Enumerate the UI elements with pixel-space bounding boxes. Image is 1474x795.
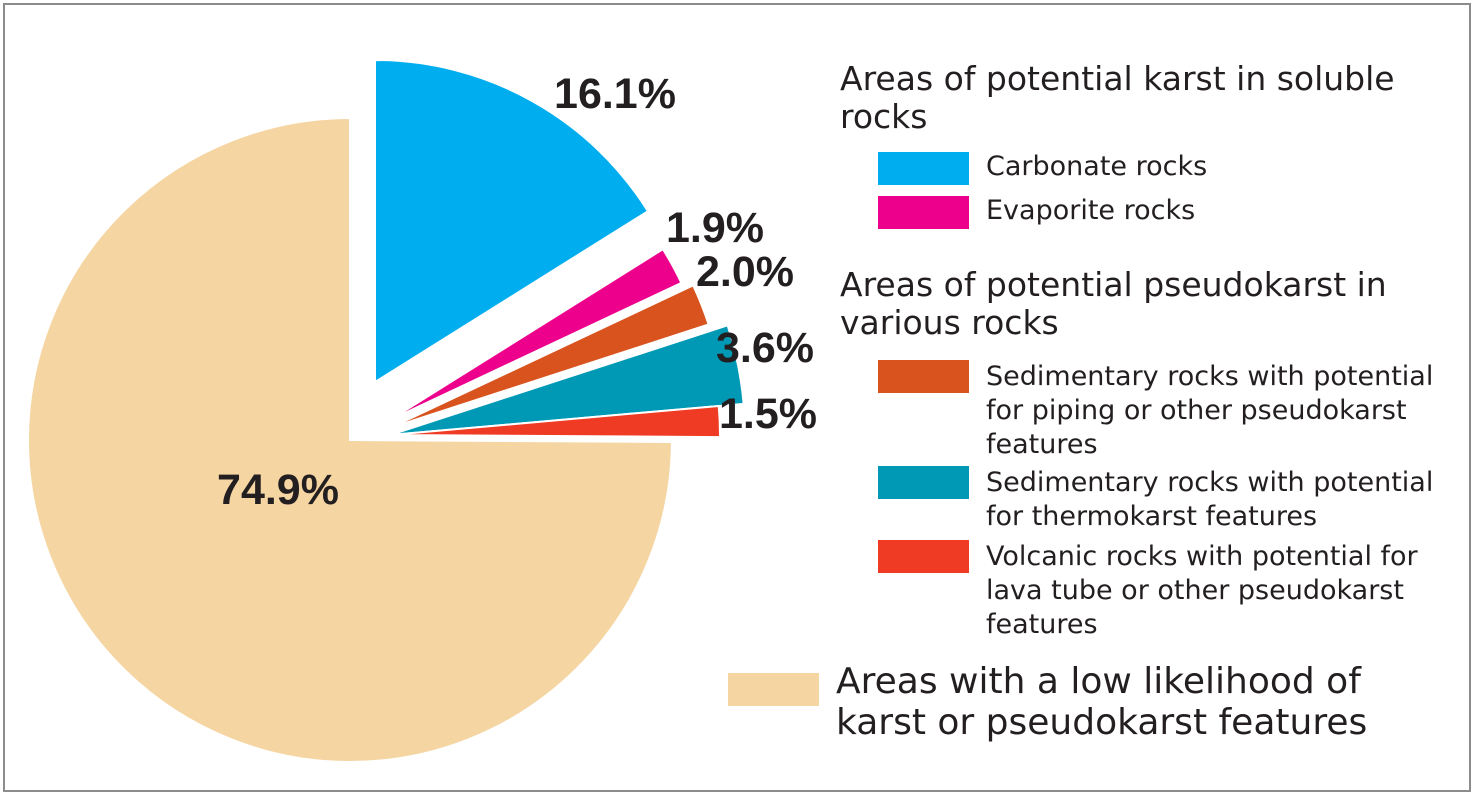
- pie-label-sedimentary-thermokarst: 3.6%: [716, 324, 814, 372]
- pie-label-sedimentary-piping: 2.0%: [696, 248, 794, 296]
- legend-label-evaporite: Evaporite rocks: [986, 195, 1196, 226]
- legend-swatch-sedimentary-piping: [878, 360, 969, 393]
- legend-label-sedimentary-thermokarst: Sedimentary rocks with potential for the…: [986, 467, 1434, 532]
- legend-heading-pseudokarst: Areas of potential pseudokarst in variou…: [840, 265, 1387, 342]
- legend-swatch-sedimentary-thermokarst: [878, 466, 969, 499]
- legend-swatch-evaporite: [878, 196, 969, 229]
- legend-label-carbonate: Carbonate rocks: [986, 151, 1208, 182]
- legend-swatch-volcanic: [878, 540, 969, 573]
- pie-label-evaporite: 1.9%: [666, 204, 764, 252]
- legend-label-low-likelihood: Areas with a low likelihood of karst or …: [836, 661, 1368, 743]
- pie-slice-low-likelihood: [27, 116, 674, 763]
- pie-label-low-likelihood: 74.9%: [217, 466, 339, 514]
- pie-label-volcanic: 1.5%: [719, 390, 817, 438]
- pie-slice-evaporite: [389, 247, 683, 421]
- pie-slice-volcanic: [389, 404, 721, 439]
- pie-slice-sedimentary-piping: [389, 284, 710, 429]
- legend-label-sedimentary-piping: Sedimentary rocks with potential for pip…: [986, 361, 1434, 460]
- pie-label-carbonate: 16.1%: [554, 70, 676, 118]
- legend-swatch-low-likelihood: [728, 673, 819, 706]
- legend-label-volcanic: Volcanic rocks with potential for lava t…: [986, 541, 1418, 640]
- legend-heading-karst: Areas of potential karst in soluble rock…: [840, 59, 1395, 136]
- legend-swatch-carbonate: [878, 152, 969, 185]
- pie-slice-carbonate: [374, 58, 650, 384]
- pie-slice-sedimentary-thermokarst: [389, 324, 745, 436]
